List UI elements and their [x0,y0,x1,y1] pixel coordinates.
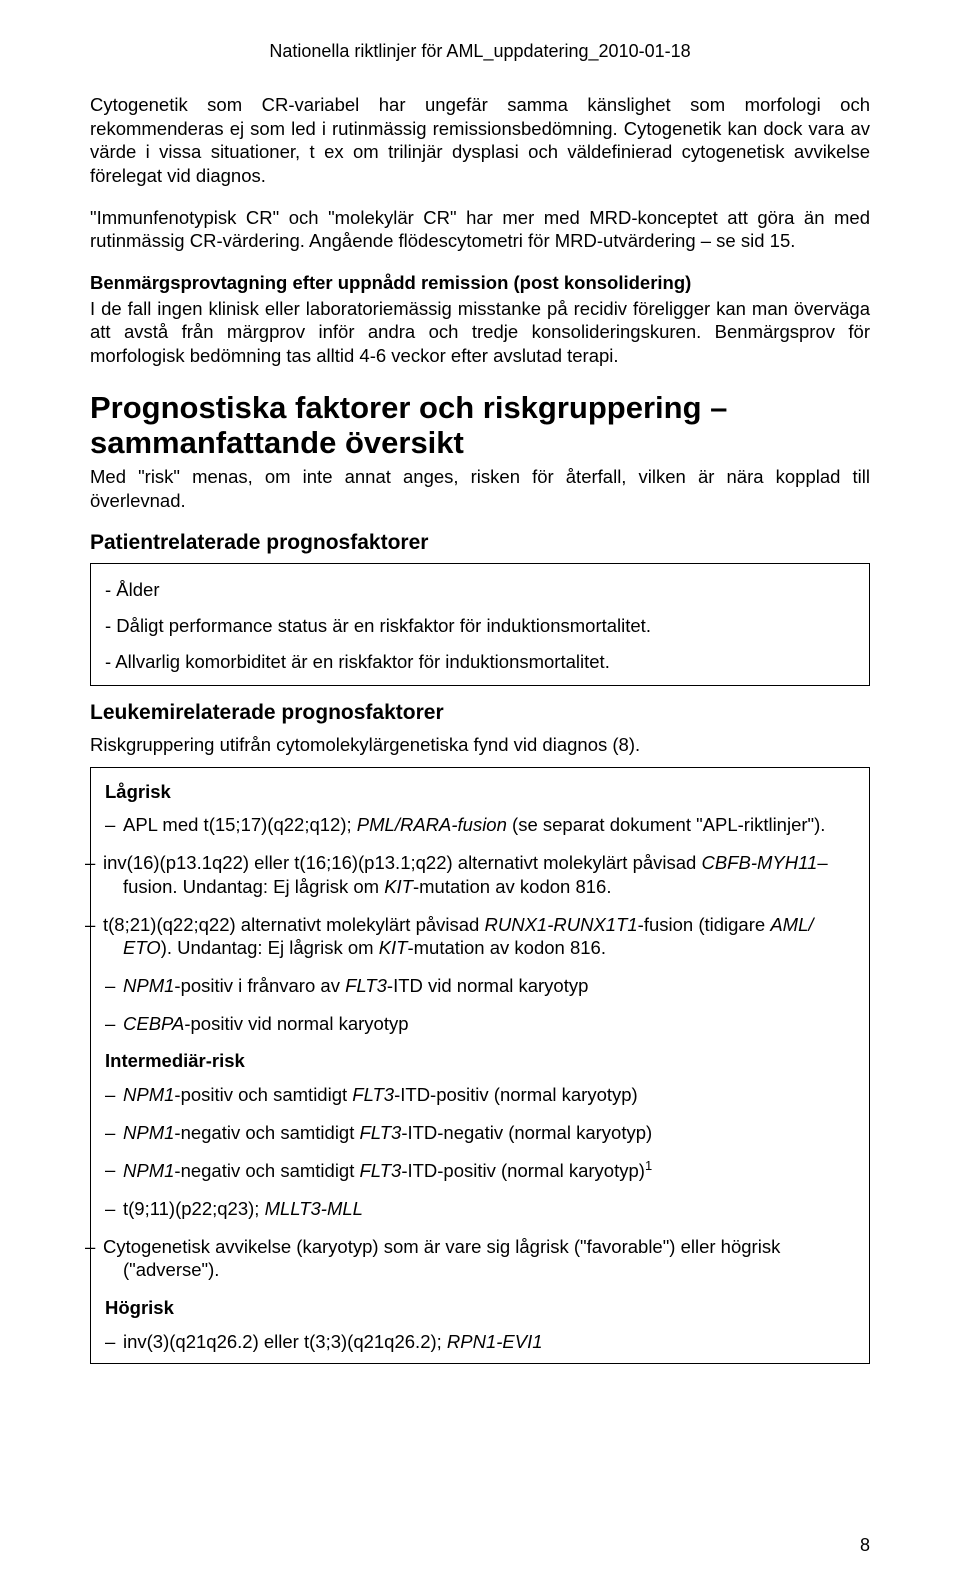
subheading-bone-marrow: Benmärgsprovtagning efter uppnådd remiss… [90,271,870,295]
risk-intermediate-list: NPM1-positiv och samtidigt FLT3-ITD-posi… [105,1083,855,1282]
group-title-leukemia-factors: Leukemirelaterade prognosfaktorer [90,700,870,727]
paragraph-risk-grouping-intro: Riskgruppering utifrån cytomolekylärgene… [90,733,870,757]
list-item: APL med t(15;17)(q22;q12); PML/RARA-fusi… [105,813,855,837]
list-item: t(8;21)(q22;q22) alternativt molekylärt … [105,913,855,960]
list-item: - Dåligt performance status är en riskfa… [105,614,855,638]
page-number: 8 [860,1534,870,1557]
list-item: - Ålder [105,578,855,602]
document-header: Nationella riktlinjer för AML_uppdaterin… [90,40,870,63]
risk-label-low: Lågrisk [105,780,855,804]
list-item: NPM1-negativ och samtidigt FLT3-ITD-posi… [105,1158,855,1183]
list-item: inv(3)(q21q26.2) eller t(3;3)(q21q26.2);… [105,1330,855,1354]
list-item: Cytogenetisk avvikelse (karyotyp) som är… [105,1235,855,1282]
list-item: t(9;11)(p22;q23); MLLT3-MLL [105,1197,855,1221]
risk-label-intermediate: Intermediär-risk [105,1049,855,1073]
group-title-patient-factors: Patientrelaterade prognosfaktorer [90,530,870,557]
list-item: - Allvarlig komorbiditet är en riskfakto… [105,650,855,674]
paragraph-risk-definition: Med "risk" menas, om inte annat anges, r… [90,465,870,512]
box-risk-groups: Lågrisk APL med t(15;17)(q22;q12); PML/R… [90,767,870,1365]
risk-label-high: Högrisk [105,1296,855,1320]
risk-low-list: APL med t(15;17)(q22;q12); PML/RARA-fusi… [105,813,855,1035]
list-item: NPM1-positiv och samtidigt FLT3-ITD-posi… [105,1083,855,1107]
section-title-prognostic: Prognostiska faktorer och riskgruppering… [90,390,870,461]
paragraph-cytogenetics: Cytogenetik som CR-variabel har ungefär … [90,93,870,188]
paragraph-bone-marrow-body: I de fall ingen klinisk eller laboratori… [90,297,870,368]
list-item: CEBPA-positiv vid normal karyotyp [105,1012,855,1036]
list-item: NPM1-positiv i frånvaro av FLT3-ITD vid … [105,974,855,998]
box-patient-factors: - Ålder - Dåligt performance status är e… [90,563,870,686]
risk-high-list: inv(3)(q21q26.2) eller t(3;3)(q21q26.2);… [105,1330,855,1354]
paragraph-immunophenotypic: "Immunfenotypisk CR" och "molekylär CR" … [90,206,870,253]
list-item: NPM1-negativ och samtidigt FLT3-ITD-nega… [105,1121,855,1145]
list-item: inv(16)(p13.1q22) eller t(16;16)(p13.1;q… [105,851,855,898]
